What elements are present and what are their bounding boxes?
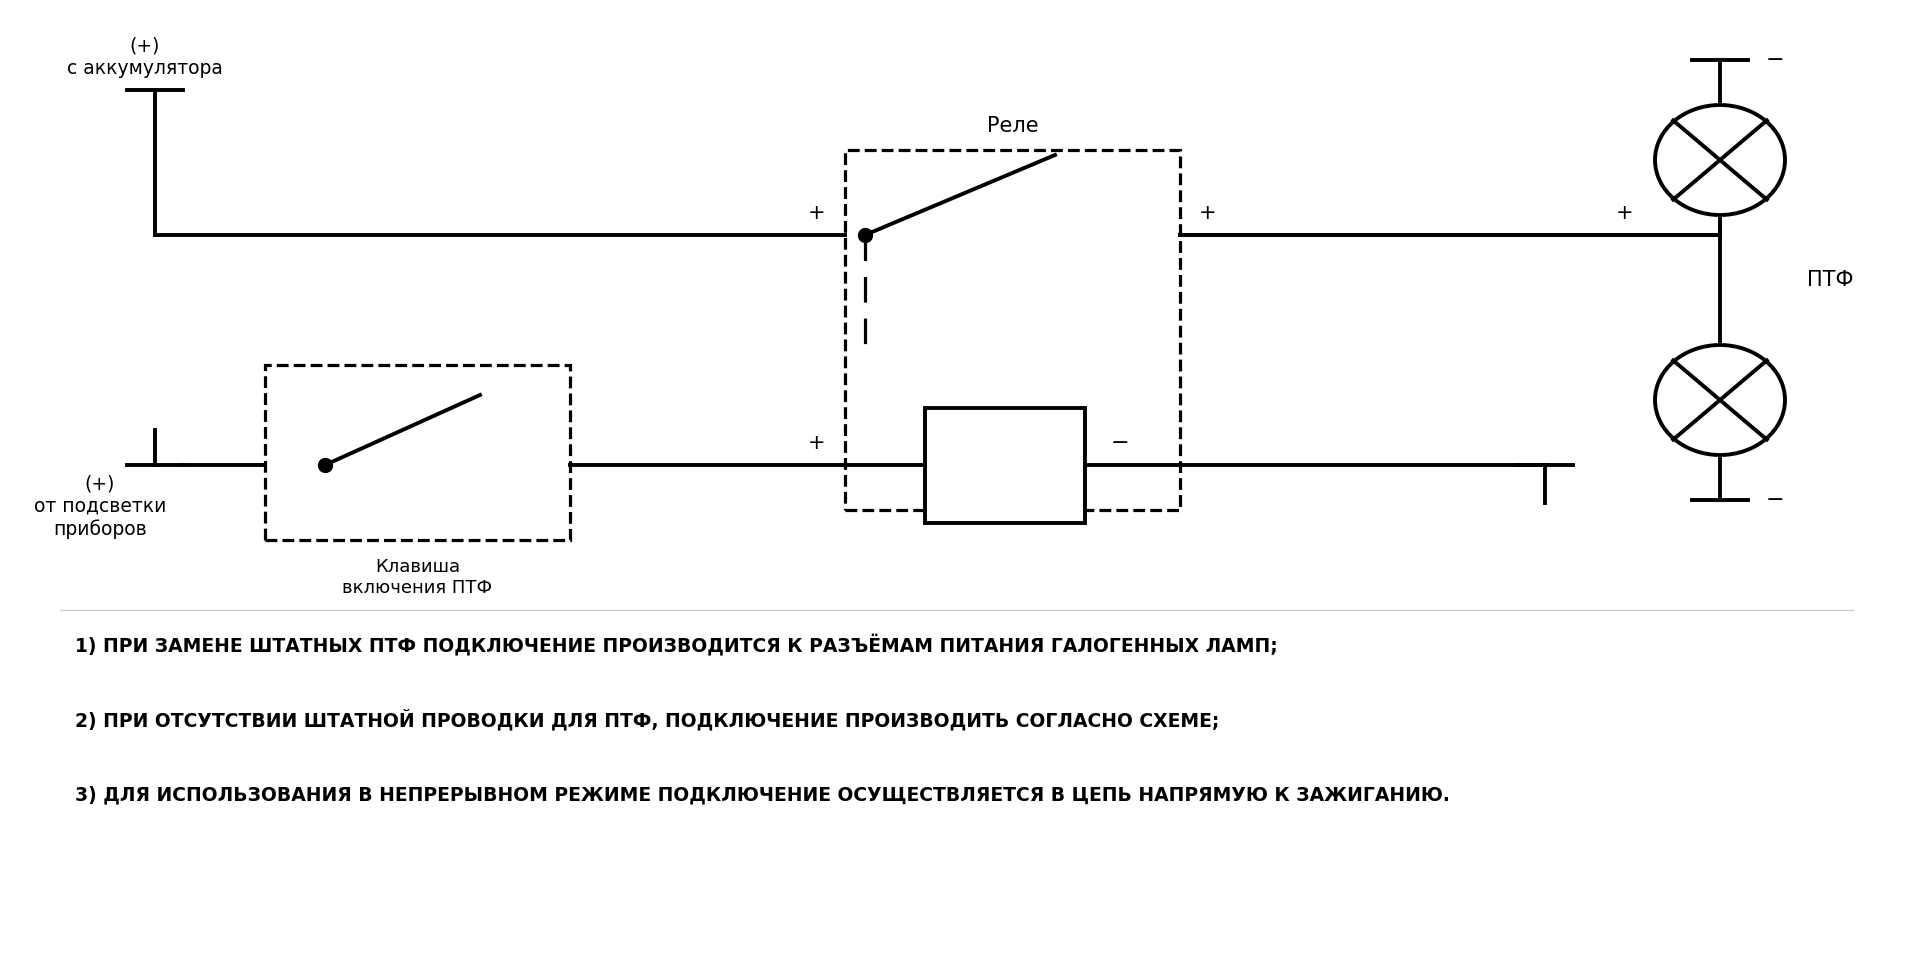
Text: −: − <box>1766 50 1785 70</box>
Bar <box>926 408 1085 523</box>
Bar <box>846 150 1180 510</box>
Text: (+)
от подсветки
приборов: (+) от подсветки приборов <box>34 475 166 539</box>
Text: +: + <box>1616 203 1634 223</box>
Text: +: + <box>807 203 826 223</box>
Text: 1) ПРИ ЗАМЕНЕ ШТАТНЫХ ПТФ ПОДКЛЮЧЕНИЕ ПРОИЗВОДИТСЯ К РАЗЪЁМАМ ПИТАНИЯ ГАЛОГЕННЫХ: 1) ПРИ ЗАМЕНЕ ШТАТНЫХ ПТФ ПОДКЛЮЧЕНИЕ ПР… <box>75 634 1278 656</box>
Ellipse shape <box>1655 105 1785 215</box>
Text: (+)
с аккумулятора: (+) с аккумулятора <box>67 37 224 78</box>
Text: Клавиша
включения ПТФ: Клавиша включения ПТФ <box>342 558 492 597</box>
Text: 3) ДЛЯ ИСПОЛЬЗОВАНИЯ В НЕПРЕРЫВНОМ РЕЖИМЕ ПОДКЛЮЧЕНИЕ ОСУЩЕСТВЛЯЕТСЯ В ЦЕПЬ НАПР: 3) ДЛЯ ИСПОЛЬЗОВАНИЯ В НЕПРЕРЫВНОМ РЕЖИМ… <box>75 786 1450 805</box>
Text: +: + <box>1199 203 1217 223</box>
Ellipse shape <box>1655 345 1785 455</box>
Text: +: + <box>807 433 826 453</box>
Text: ПТФ: ПТФ <box>1808 270 1854 290</box>
Text: 2) ПРИ ОТСУТСТВИИ ШТАТНОЙ ПРОВОДКИ ДЛЯ ПТФ, ПОДКЛЮЧЕНИЕ ПРОИЗВОДИТЬ СОГЛАСНО СХЕ: 2) ПРИ ОТСУТСТВИИ ШТАТНОЙ ПРОВОДКИ ДЛЯ П… <box>75 709 1219 731</box>
Text: Реле: Реле <box>987 116 1039 136</box>
Bar <box>266 365 570 540</box>
Text: −: − <box>1111 433 1129 453</box>
Text: −: − <box>1766 490 1785 510</box>
